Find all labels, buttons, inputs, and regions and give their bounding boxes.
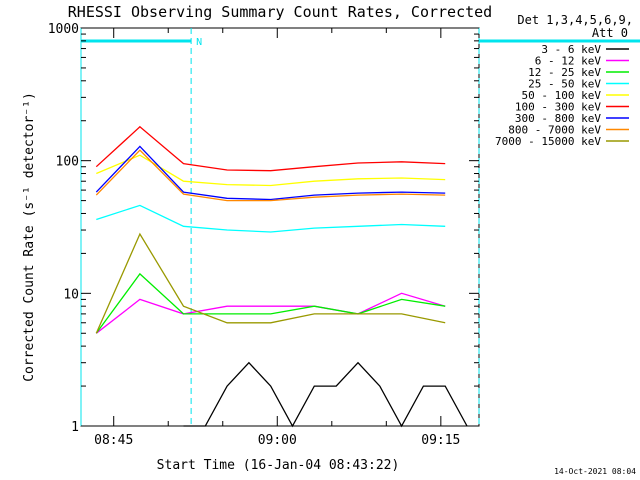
series-group — [95, 125, 468, 428]
series-line-25-50-kev — [96, 204, 446, 233]
x-axis-ticks: 08:45 09:00 09:15 — [94, 28, 460, 448]
legend-label: 100 - 300 keV — [515, 101, 601, 114]
series-line-300-800-kev — [95, 145, 446, 201]
series-line-12-25-kev — [95, 272, 446, 334]
legend-label: 7000 - 15000 keV — [495, 135, 601, 148]
legend-label: 300 - 800 keV — [515, 112, 601, 125]
series-line-800-7000-kev — [95, 149, 446, 202]
y-tick-label: 100 — [56, 155, 79, 170]
chart-title: RHESSI Observing Summary Count Rates, Co… — [68, 3, 492, 21]
legend-label: 25 - 50 keV — [528, 78, 601, 91]
x-tick-label: 09:00 — [258, 433, 297, 448]
attenuator-label: Att 0 — [592, 26, 628, 40]
legend-label: 6 - 12 keV — [535, 55, 602, 68]
plot-frame — [80, 27, 480, 427]
footer-timestamp: 14-Oct-2021 08:04 — [554, 467, 636, 476]
detectors-label: Det 1,3,4,5,6,9, — [517, 13, 633, 27]
x-axis-label: Start Time (16-Jan-04 08:43:22) — [157, 458, 400, 473]
series-line-6-12-kev — [95, 292, 446, 334]
series-line-100-300-kev — [95, 125, 446, 172]
y-tick-label: 1000 — [48, 22, 79, 37]
x-tick-label: 09:15 — [421, 433, 460, 448]
series-line-3-6-kev — [183, 361, 468, 428]
night-label: N — [196, 37, 202, 48]
legend-label: 3 - 6 keV — [541, 43, 601, 56]
legend-label: 800 - 7000 keV — [508, 124, 601, 137]
y-axis-ticks: 1 10 100 1000 — [48, 22, 479, 435]
y-tick-label: 10 — [63, 287, 79, 302]
y-tick-label: 1 — [71, 420, 79, 435]
x-tick-label: 08:45 — [94, 433, 133, 448]
night-markers: N — [80, 28, 640, 426]
legend-label: 50 - 100 keV — [522, 89, 602, 102]
series-line-7000-15000-kev — [95, 232, 446, 334]
y-axis-label: Corrected Count Rate (s⁻¹ detector⁻¹) — [22, 92, 37, 382]
legend-label: 12 - 25 keV — [528, 66, 601, 79]
series-line-50-100-kev — [96, 154, 446, 187]
